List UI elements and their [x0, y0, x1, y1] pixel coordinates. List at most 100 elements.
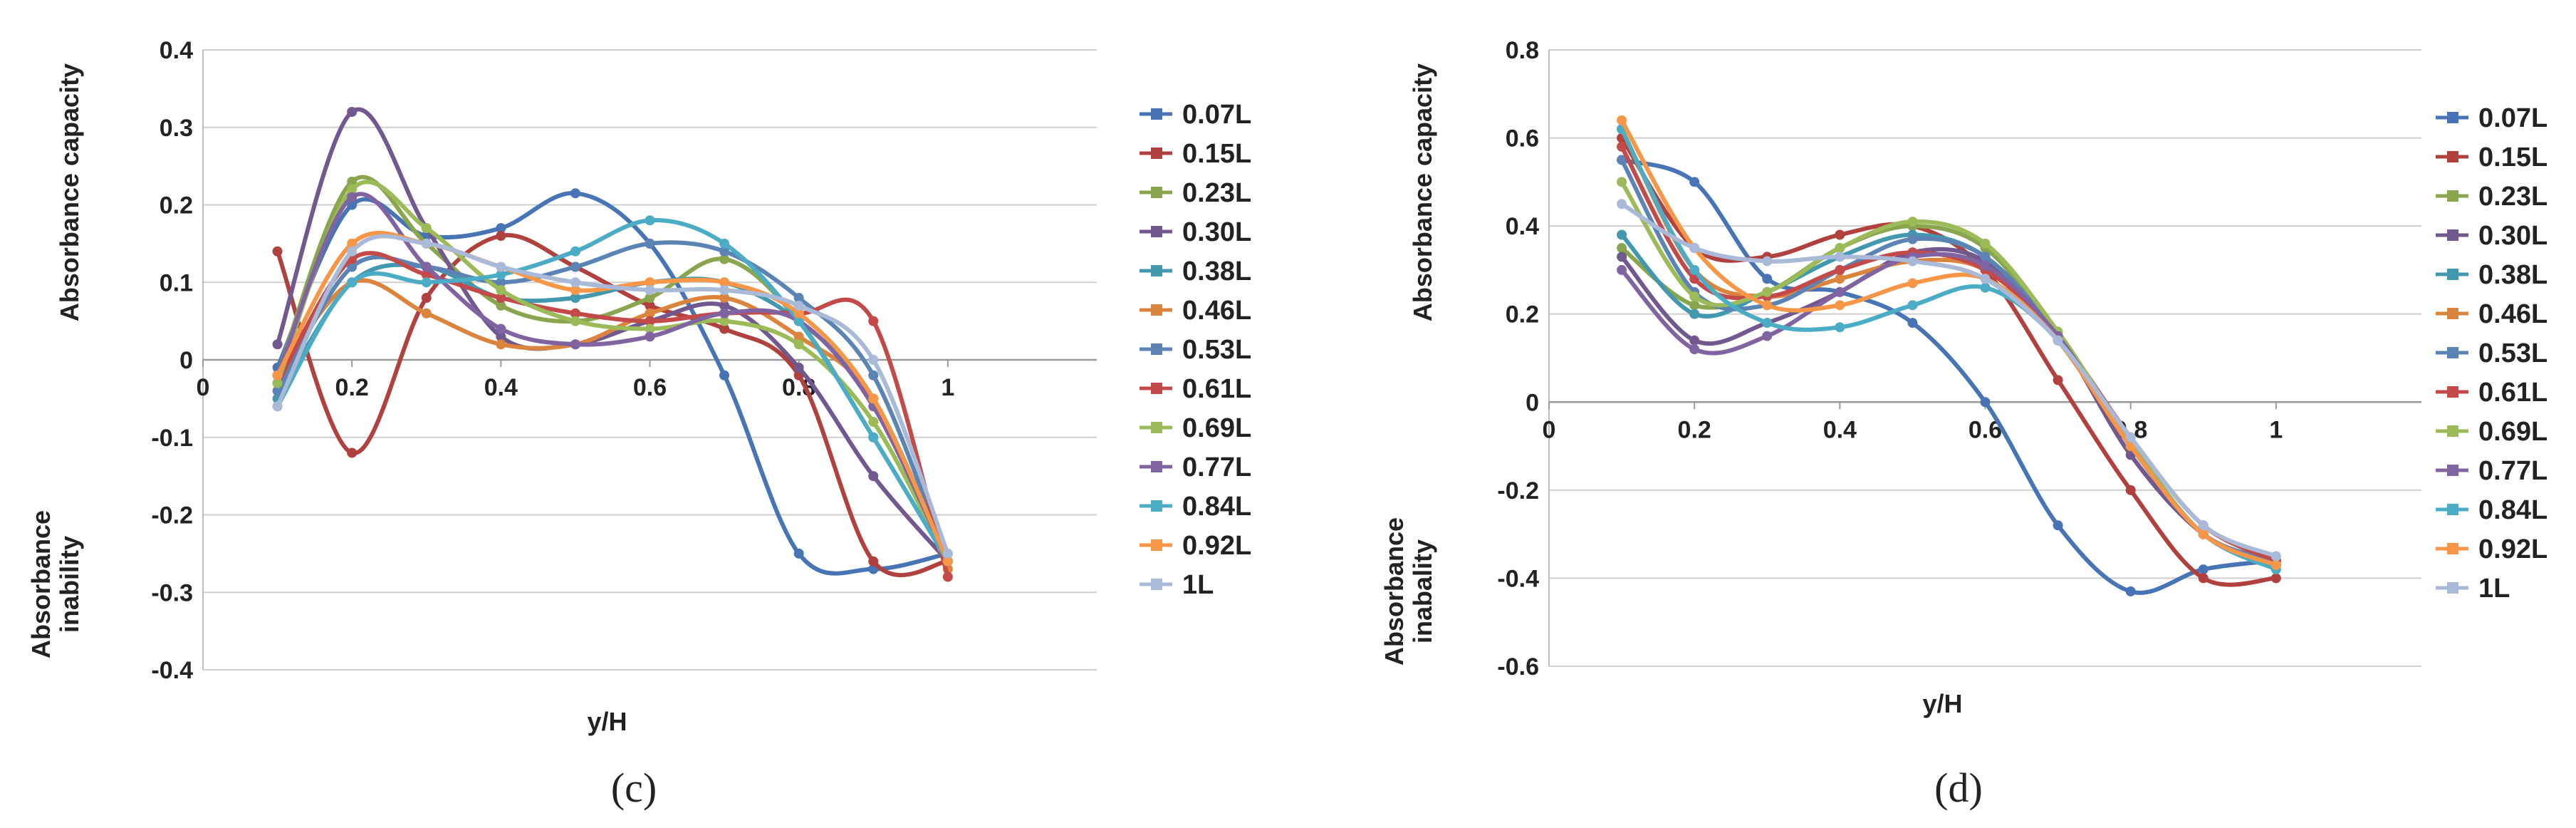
- data-point-0.53L: [1980, 252, 1991, 262]
- data-point-0.84L: [421, 277, 432, 288]
- x-axis-title: y/H: [587, 707, 627, 736]
- data-point-0.77L: [719, 308, 730, 319]
- legend-marker: [1151, 461, 1162, 472]
- legend-label: 0.38L: [2478, 260, 2548, 290]
- y-axis-title-bottom-line1: Absorbance: [26, 510, 56, 658]
- data-point-0.38L: [1617, 229, 1627, 240]
- data-point-0.69L: [1835, 243, 1845, 254]
- data-point-0.53L: [1907, 234, 1918, 244]
- data-point-0.30L: [719, 300, 730, 311]
- data-point-0.77L: [570, 339, 580, 350]
- legend-marker: [1151, 343, 1162, 355]
- chart-d: -0.6-0.4-0.200.20.40.60.80 0.2 0.4 0.6 0.8 10…: [1380, 37, 2548, 811]
- data-point-1L: [2270, 551, 2281, 562]
- data-point-0.30L: [496, 331, 506, 342]
- data-point-0.69L: [1617, 177, 1627, 187]
- legend-label: 0.46L: [1182, 296, 1251, 326]
- data-point-1L: [570, 277, 580, 288]
- legend-marker: [1151, 579, 1162, 590]
- x-tick-label: 0.4: [1823, 416, 1857, 443]
- data-point-0.07L: [719, 370, 730, 381]
- data-point-0.84L: [1689, 264, 1700, 275]
- legend-label: 0.77L: [2478, 456, 2548, 486]
- data-point-0.77L: [1835, 286, 1845, 297]
- legend-label: 1L: [2478, 574, 2510, 604]
- data-point-0.07L: [1762, 274, 1773, 284]
- legend-label: 0.23L: [2478, 182, 2548, 212]
- legend-marker: [1151, 383, 1162, 394]
- data-point-1L: [1617, 199, 1627, 209]
- data-point-0.15L: [868, 556, 879, 566]
- y-axis-title-bottom-line2: inability: [55, 536, 84, 633]
- data-point-0.69L: [570, 316, 580, 326]
- data-point-0.07L: [2198, 564, 2209, 575]
- data-point-0.77L: [645, 331, 655, 342]
- legend-label: 0.69L: [2478, 417, 2548, 447]
- data-point-0.61L: [942, 571, 953, 582]
- data-point-0.53L: [272, 385, 283, 396]
- data-point-0.92L: [719, 277, 730, 288]
- data-point-0.84L: [645, 215, 655, 226]
- series-line-0.61L: [276, 251, 950, 578]
- legend-marker: [2447, 347, 2458, 358]
- data-point-0.46L: [645, 308, 655, 319]
- data-point-0.92L: [868, 393, 879, 404]
- data-point-1L: [719, 285, 730, 296]
- data-point-0.92L: [570, 285, 580, 296]
- series-line-0.15L: [1620, 136, 2277, 587]
- data-point-0.53L: [496, 277, 506, 288]
- data-point-0.61L: [1835, 264, 1845, 275]
- data-point-1L: [645, 285, 655, 296]
- x-tick-label: 0.4: [484, 374, 518, 401]
- legend-label: 0.53L: [1182, 335, 1251, 365]
- legend-marker: [2447, 190, 2458, 202]
- data-point-1L: [1689, 243, 1700, 254]
- legend-label: 1L: [1182, 570, 1214, 600]
- data-point-0.61L: [421, 269, 432, 280]
- data-point-0.84L: [1980, 282, 1991, 293]
- legend-marker: [2447, 582, 2458, 594]
- data-point-0.23L: [645, 293, 655, 303]
- legend-marker: [1151, 226, 1162, 237]
- legend-marker: [2447, 269, 2458, 280]
- legend-marker: [2447, 504, 2458, 515]
- legend-marker: [1151, 422, 1162, 433]
- data-point-0.84L: [496, 269, 506, 280]
- data-point-0.61L: [570, 308, 580, 319]
- data-point-0.46L: [719, 293, 730, 303]
- data-point-0.46L: [421, 308, 432, 319]
- data-point-0.07L: [1980, 397, 1991, 408]
- series-line-0.84L: [1620, 128, 2278, 571]
- legend-marker: [1151, 500, 1162, 512]
- data-point-0.15L: [2125, 485, 2136, 495]
- data-point-0.61L: [645, 316, 655, 326]
- legend-marker: [2447, 543, 2458, 554]
- legend-label: 0.38L: [1182, 257, 1251, 286]
- data-point-1L: [1835, 252, 1845, 262]
- data-point-0.69L: [496, 285, 506, 296]
- data-point-0.69L: [347, 184, 358, 195]
- data-point-0.77L: [496, 324, 506, 334]
- data-point-0.07L: [570, 188, 580, 199]
- data-point-1L: [2053, 335, 2063, 346]
- data-point-0.69L: [719, 316, 730, 326]
- y-tick-label: 0.4: [1506, 213, 1539, 240]
- data-point-0.46L: [1835, 274, 1845, 284]
- data-point-0.69L: [868, 417, 879, 427]
- legend-label: 0.84L: [1182, 492, 1251, 522]
- data-point-0.46L: [793, 331, 804, 342]
- data-point-0.84L: [793, 316, 804, 326]
- data-point-0.84L: [570, 246, 580, 257]
- legend-label: 0.53L: [2478, 338, 2548, 368]
- x-axis-title: y/H: [1922, 689, 1962, 718]
- legend-marker: [2447, 386, 2458, 398]
- panel-caption: (d): [1934, 765, 1983, 811]
- legend-label: 0.61L: [1182, 374, 1251, 404]
- data-point-0.84L: [1762, 318, 1773, 328]
- legend-marker: [2447, 112, 2458, 123]
- y-axis-title-top: Absorbance capacity: [1408, 63, 1437, 321]
- series-line-1L: [275, 234, 950, 554]
- data-point-0.15L: [2198, 573, 2209, 584]
- series-line-0.84L: [276, 218, 950, 563]
- series-line-0.92L: [1620, 119, 2277, 567]
